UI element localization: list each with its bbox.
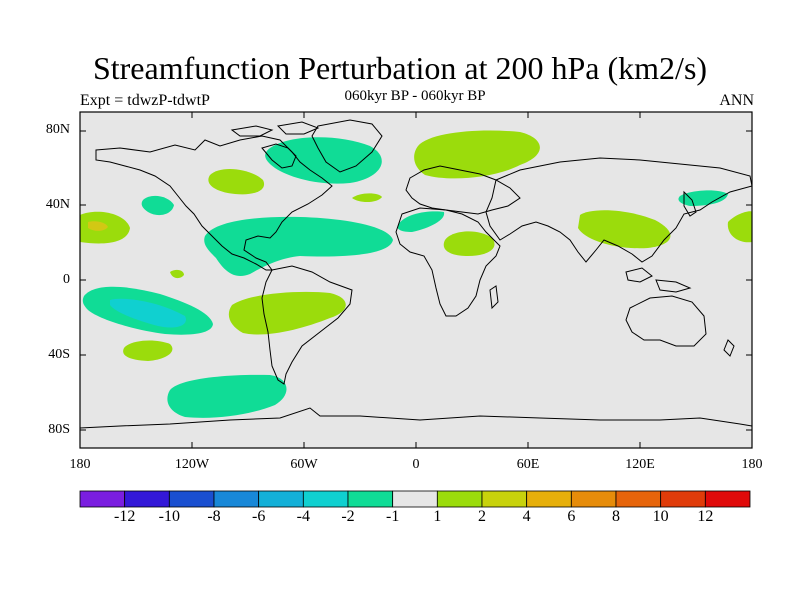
colorbar-box bbox=[660, 490, 706, 508]
lon-label-0: 0 bbox=[412, 457, 420, 472]
colorbar-box bbox=[392, 490, 438, 508]
contour-fill bbox=[578, 210, 671, 249]
lon-label-60w: 60W bbox=[290, 457, 318, 472]
colorbar-label: -12 bbox=[113, 508, 136, 525]
coastline bbox=[276, 121, 320, 135]
plot-title: Streamfunction Perturbation at 200 hPa (… bbox=[92, 50, 708, 86]
colorbar-label: 6 bbox=[567, 508, 576, 525]
contour-fill bbox=[352, 193, 382, 203]
contour-fill bbox=[443, 231, 495, 256]
colorbar-box bbox=[168, 490, 215, 508]
contour-fill bbox=[170, 269, 184, 279]
axis-ticks bbox=[80, 112, 752, 448]
coastline bbox=[723, 339, 735, 357]
lat-label-80s: 80S bbox=[48, 422, 70, 437]
lon-label-180w: 180 bbox=[69, 457, 91, 472]
lat-label-0: 0 bbox=[63, 272, 70, 287]
coastline bbox=[655, 279, 692, 293]
experiment-label: Expt = tdwzP-tdwtP bbox=[80, 92, 210, 109]
contour-fills bbox=[80, 130, 752, 418]
colorbar-box bbox=[213, 490, 260, 508]
contour-fill bbox=[727, 211, 752, 243]
coastline bbox=[485, 157, 752, 263]
contour-fill bbox=[228, 291, 346, 335]
colorbar bbox=[79, 490, 751, 508]
colorbar-label: -1 bbox=[385, 508, 400, 525]
lat-label-80n: 80N bbox=[45, 122, 70, 137]
coastline bbox=[311, 119, 383, 173]
colorbar-box bbox=[570, 490, 617, 508]
period-label: 060kyr BP - 060kyr BP bbox=[344, 88, 486, 104]
coastlines bbox=[80, 119, 752, 429]
contour-fill bbox=[110, 298, 186, 328]
contour-fill bbox=[88, 221, 108, 231]
colorbar-box bbox=[436, 490, 483, 508]
colorbar-box bbox=[481, 490, 528, 508]
lat-label-40s: 40S bbox=[48, 347, 70, 362]
colorbar-label: 2 bbox=[478, 508, 486, 525]
contour-fill bbox=[414, 130, 540, 179]
colorbar-label: 8 bbox=[612, 508, 620, 525]
coastline bbox=[80, 407, 752, 429]
colorbar-box bbox=[79, 490, 126, 508]
lon-label-60e: 60E bbox=[516, 457, 540, 472]
contour-fill bbox=[397, 211, 445, 232]
colorbar-box bbox=[526, 490, 572, 508]
lon-label-180e: 180 bbox=[741, 457, 763, 472]
lat-label-40n: 40N bbox=[45, 197, 70, 212]
contour-fill bbox=[123, 340, 173, 361]
colorbar-box bbox=[347, 490, 394, 508]
colorbar-label: 4 bbox=[522, 508, 531, 525]
contour-fill bbox=[265, 137, 382, 184]
coastline bbox=[683, 190, 697, 217]
colorbar-label: -8 bbox=[207, 508, 221, 525]
contour-fill bbox=[208, 168, 265, 195]
coastline bbox=[261, 265, 353, 385]
colorbar-box bbox=[302, 490, 349, 508]
colorbar-box bbox=[124, 490, 170, 508]
colorbar-box bbox=[704, 490, 751, 508]
season-label: ANN bbox=[719, 92, 754, 109]
contour-fill bbox=[141, 195, 174, 216]
coastline bbox=[95, 135, 333, 271]
colorbar-label: 10 bbox=[652, 508, 669, 525]
colorbar-label: 1 bbox=[433, 508, 442, 525]
coastline bbox=[395, 207, 501, 317]
colorbar-box bbox=[258, 490, 304, 508]
contour-fill bbox=[678, 190, 728, 206]
lon-label-120w: 120W bbox=[174, 457, 210, 472]
coastline bbox=[405, 165, 521, 215]
colorbar-box bbox=[615, 490, 662, 508]
contour-fill bbox=[167, 374, 287, 418]
coastline bbox=[489, 285, 499, 310]
colorbar-label: -4 bbox=[296, 508, 310, 525]
coastline bbox=[230, 125, 274, 137]
coastline bbox=[261, 143, 297, 169]
colorbar-label: -10 bbox=[158, 508, 180, 525]
coastline bbox=[625, 295, 707, 347]
coastline bbox=[625, 267, 653, 283]
colorbar-label: -2 bbox=[341, 508, 355, 525]
colorbar-label: 12 bbox=[697, 508, 714, 525]
lon-label-120e: 120E bbox=[625, 457, 655, 472]
colorbar-label: -6 bbox=[251, 508, 266, 525]
